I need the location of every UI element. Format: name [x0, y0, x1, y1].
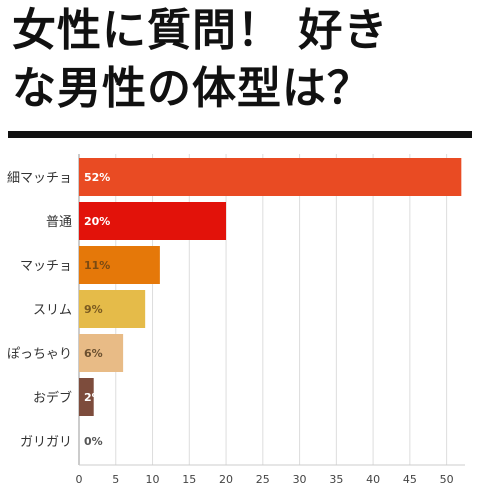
x-tick-label: 5 [112, 473, 119, 486]
title-line-1: 女性に質問！ 好き [12, 5, 389, 56]
title-divider [8, 131, 472, 138]
data-label: 6% [84, 347, 103, 360]
category-label: 細マッチョ [7, 171, 72, 186]
category-label: ガリガリ [20, 435, 72, 450]
category-label: おデブ [33, 390, 72, 406]
title-line-2: な男性の体型は？ [12, 63, 372, 114]
data-label: 0% [84, 435, 103, 448]
bar-2 [79, 202, 227, 240]
x-tick-label: 35 [329, 473, 343, 486]
x-tick-label: 30 [293, 473, 307, 486]
bar-chart: 0 5 10 15 20 25 30 35 40 45 50 細マッチョ 52% 普通 20% マッチョ 11%… [7, 154, 465, 486]
category-label: スリム [33, 303, 72, 318]
x-tick-label: 0 [76, 473, 83, 486]
data-label: 11% [84, 259, 110, 272]
x-tick-label: 20 [219, 473, 233, 486]
bar-1 [79, 158, 462, 196]
category-label: ぽっちゃり [7, 347, 72, 362]
x-tick-label: 40 [366, 473, 380, 486]
category-label: マッチョ [20, 259, 72, 274]
bar-3 [79, 246, 160, 284]
x-tick-label: 15 [182, 473, 196, 486]
bar-4 [79, 290, 146, 328]
x-tick-label: 10 [146, 473, 160, 486]
category-label: 普通 [46, 215, 72, 230]
x-tick-label: 25 [256, 473, 270, 486]
data-label: 20% [84, 215, 110, 228]
bar-5 [79, 334, 124, 372]
data-label: 52% [84, 171, 110, 184]
data-label: 2% [84, 391, 103, 404]
page-title: 女性に質問！ 好き な男性の体型は？ [12, 2, 472, 118]
data-label: 9% [84, 303, 103, 316]
bar-6 [79, 378, 94, 416]
x-tick-label: 50 [440, 473, 454, 486]
x-tick-label: 45 [403, 473, 417, 486]
